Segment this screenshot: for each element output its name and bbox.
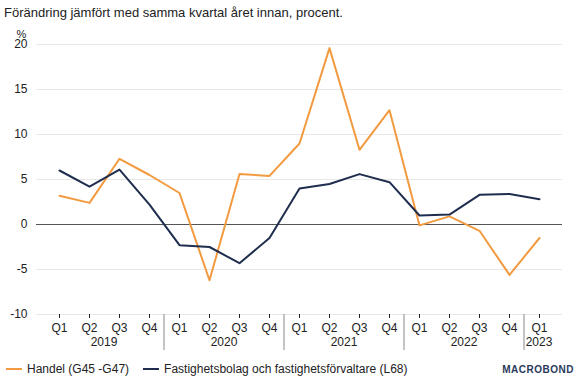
svg-text:2023: 2023 bbox=[526, 335, 553, 349]
svg-text:Q1: Q1 bbox=[291, 321, 307, 335]
svg-text:2020: 2020 bbox=[211, 335, 238, 349]
svg-text:0: 0 bbox=[21, 217, 28, 231]
svg-text:Q4: Q4 bbox=[501, 321, 517, 335]
html-text:Förändring jämfört med samma k: Förändring jämfört med samma kvartal åre… bbox=[4, 5, 343, 20]
svg-text:Q1: Q1 bbox=[411, 321, 427, 335]
svg-text:Q2: Q2 bbox=[441, 321, 457, 335]
svg-text:Q4: Q4 bbox=[381, 321, 397, 335]
svg-text:Q4: Q4 bbox=[141, 321, 157, 335]
html-text:MACROBOND: MACROBOND bbox=[502, 363, 574, 375]
svg-text:Q1: Q1 bbox=[171, 321, 187, 335]
svg-text:Q2: Q2 bbox=[201, 321, 217, 335]
svg-text:Q2: Q2 bbox=[81, 321, 97, 335]
svg-text:Q3: Q3 bbox=[111, 321, 127, 335]
svg-text:2021: 2021 bbox=[331, 335, 358, 349]
svg-text:10: 10 bbox=[14, 127, 28, 141]
svg-text:15: 15 bbox=[14, 82, 28, 96]
svg-text:20: 20 bbox=[14, 37, 28, 52]
svg-text:Q4: Q4 bbox=[261, 321, 277, 335]
svg-text:2019: 2019 bbox=[91, 335, 118, 349]
svg-text:Q2: Q2 bbox=[321, 321, 337, 335]
svg-text:-10: -10 bbox=[10, 307, 28, 321]
html-text:Handel (G45 -G47): Handel (G45 -G47) bbox=[27, 362, 129, 376]
svg-text:-5: -5 bbox=[17, 262, 28, 276]
html-text:Fastighetsbolag och fastighets: Fastighetsbolag och fastighetsförvaltare… bbox=[164, 362, 408, 376]
svg-text:Q3: Q3 bbox=[231, 321, 247, 335]
svg-text:Q1: Q1 bbox=[531, 321, 547, 335]
svg-text:Q3: Q3 bbox=[471, 321, 487, 335]
svg-text:Q3: Q3 bbox=[351, 321, 367, 335]
svg-text:Q1: Q1 bbox=[51, 321, 67, 335]
svg-text:5: 5 bbox=[21, 172, 28, 186]
svg-text:%: % bbox=[17, 28, 27, 40]
svg-text:2022: 2022 bbox=[451, 335, 478, 349]
